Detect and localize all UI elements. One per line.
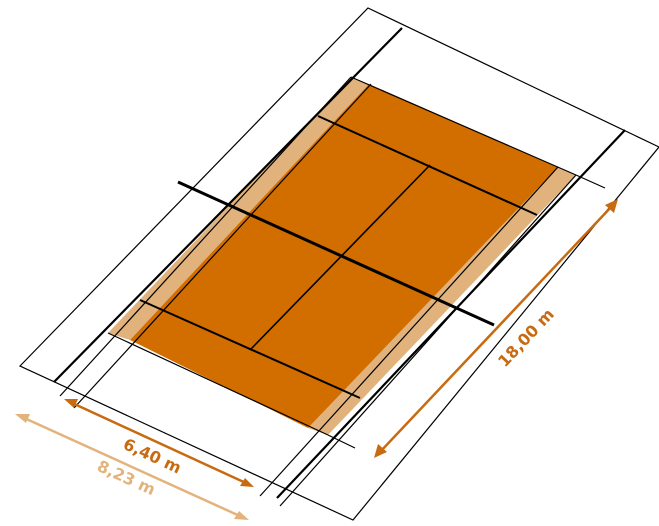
- baseline-far-extension: [575, 174, 606, 189]
- singles-sideline-right: [259, 166, 559, 497]
- dim-court-length-arrow-top: [605, 199, 618, 213]
- dim-doubles-width-line: [21, 415, 243, 519]
- dim-court-length-line: [379, 204, 614, 453]
- dim-court-length-label: 18,00 m: [494, 305, 558, 371]
- doubles-sideline-right: [279, 174, 577, 507]
- dim-doubles-width-arrow-start: [15, 414, 30, 423]
- service-line-far: [317, 115, 538, 216]
- baseline-far: [350, 76, 577, 176]
- net: [177, 180, 495, 327]
- dim-singles-width-arrow-end: [240, 478, 254, 487]
- baseline-near-extension: [327, 434, 356, 449]
- center-service-line: [249, 164, 431, 351]
- dim-doubles-width-arrow-end: [234, 511, 249, 520]
- dim-singles-width-line: [69, 400, 249, 486]
- singles-sideline-left: [73, 83, 372, 409]
- baseline-near: [107, 332, 329, 436]
- dim-singles-width-arrow-start: [64, 399, 78, 408]
- dim-court-length-arrow-bottom: [374, 444, 387, 458]
- outer-boundary: [18, 7, 659, 521]
- doubles-sideline-left: [59, 76, 352, 397]
